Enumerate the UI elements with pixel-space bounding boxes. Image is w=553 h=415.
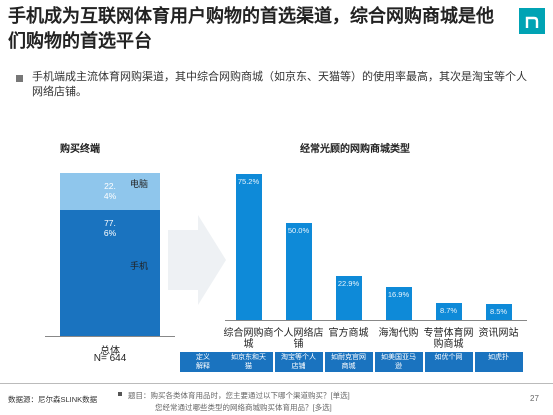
x-tick-label: 海淘代购 [378,328,419,339]
sample-size: N= 644 [93,353,127,364]
legend-swatch [122,262,127,268]
x-tick-label: 专营体育网购商城 [423,328,474,350]
bar-segment [60,173,160,210]
note: 题目：购买各类体育用品时，您主要通过以下哪个渠道购买？[单选] [128,391,350,400]
bullet-mark [16,75,23,82]
note: 您经常通过哪些类型的网络商城购买体育用品？[多选] [155,403,332,412]
bar [235,174,262,320]
definition: 如虎扑 [474,352,523,372]
legend-label: 电脑 [130,179,149,190]
value-label: 50.0% [287,226,310,236]
x-tick-label: 个人网络店铺 [273,328,324,350]
bar [285,223,312,320]
source: 数据源：尼尔森SLINK数据 [8,395,98,404]
bullet-text: 手机端成主流体育网购渠道，其中综合网购商城（如京东、天猫等）的使用率最高，其次是… [32,71,527,98]
definition: 淘宝等个人店铺 [274,352,323,372]
definitions-label: 定义解释 [180,352,226,372]
bar [435,303,462,320]
x-tick-label: 综合网购商城 [223,328,274,350]
value-label: 75.2% [237,177,260,187]
legend-swatch [122,181,127,187]
title: 手机成为互联网体育用户购物的首选渠道，综合网购商城是他们购物的首选平台 [8,6,494,51]
value-label: 8.7% [439,306,458,316]
arrow-shape [168,215,226,305]
legend-label: 手机 [130,260,149,271]
bar [335,275,362,320]
definition: 如美国亚马逊 [374,352,423,372]
chart-title: 购买终端 [60,144,100,155]
x-tick-label: 官方商城 [328,328,369,339]
logo [519,8,545,34]
page-number: 27 [530,394,539,403]
bar [385,287,412,320]
x-tick-label: 总体 [100,346,120,357]
axis-line [225,320,527,321]
chart-title: 经常光顾的网购商城类型 [300,144,410,155]
value-label: 16.9% [387,290,410,300]
value-label: 22.9% [337,278,360,288]
value-label: 77.6% [103,217,117,238]
bar-segment [60,209,160,336]
note-bullet [118,392,122,396]
bar [485,303,512,320]
value-label: 22.4% [103,181,117,201]
value-label: 8.5% [489,306,508,316]
footer-rule [0,383,553,384]
axis-line [45,336,175,337]
definition: 如耐克官网商城 [324,352,373,372]
x-tick-label: 资讯网站 [478,328,519,339]
definition: 如优个网 [424,352,473,372]
definition: 如京东和天猫 [224,352,273,372]
